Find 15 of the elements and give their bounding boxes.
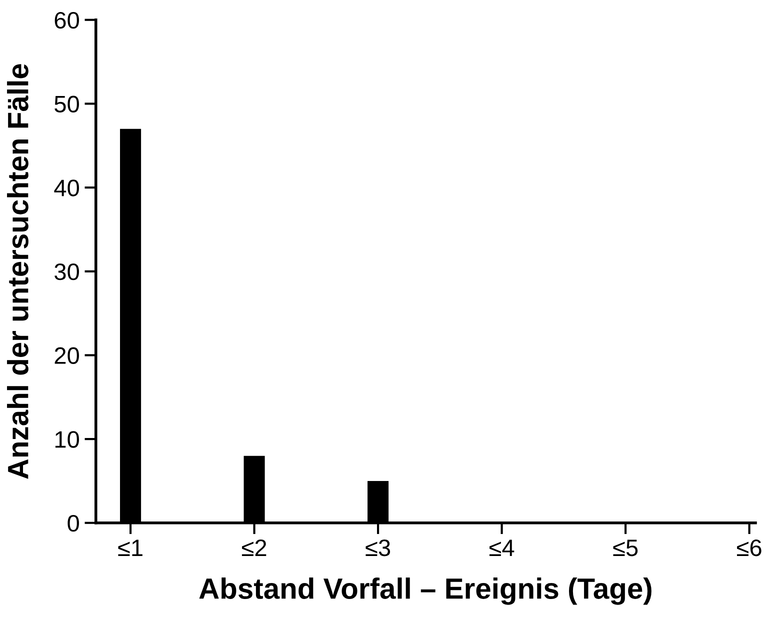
x-tick-label: ≤5 [613, 540, 638, 556]
x-tick-label: ≤3 [366, 539, 390, 556]
y-tick-label: 50 [54, 96, 79, 112]
y-tick-label: 60 [54, 12, 79, 29]
x-axis-title: Abstand Vorfall – Ereignis (Tage) [199, 578, 652, 605]
x-tick-label: ≤4 [489, 540, 514, 556]
y-axis-title: Anzahl der untersuchten Fälle [7, 64, 28, 479]
y-tick-label: 20 [54, 347, 79, 364]
y-tick-label: 30 [54, 263, 79, 280]
x-tick-label: ≤6 [736, 539, 762, 556]
x-tick-label: ≤1 [118, 540, 142, 556]
y-tick-label: 0 [68, 514, 79, 532]
y-tick-label: 10 [55, 431, 79, 448]
x-tick-label: ≤2 [242, 539, 266, 556]
y-tick-label: 40 [54, 180, 79, 196]
